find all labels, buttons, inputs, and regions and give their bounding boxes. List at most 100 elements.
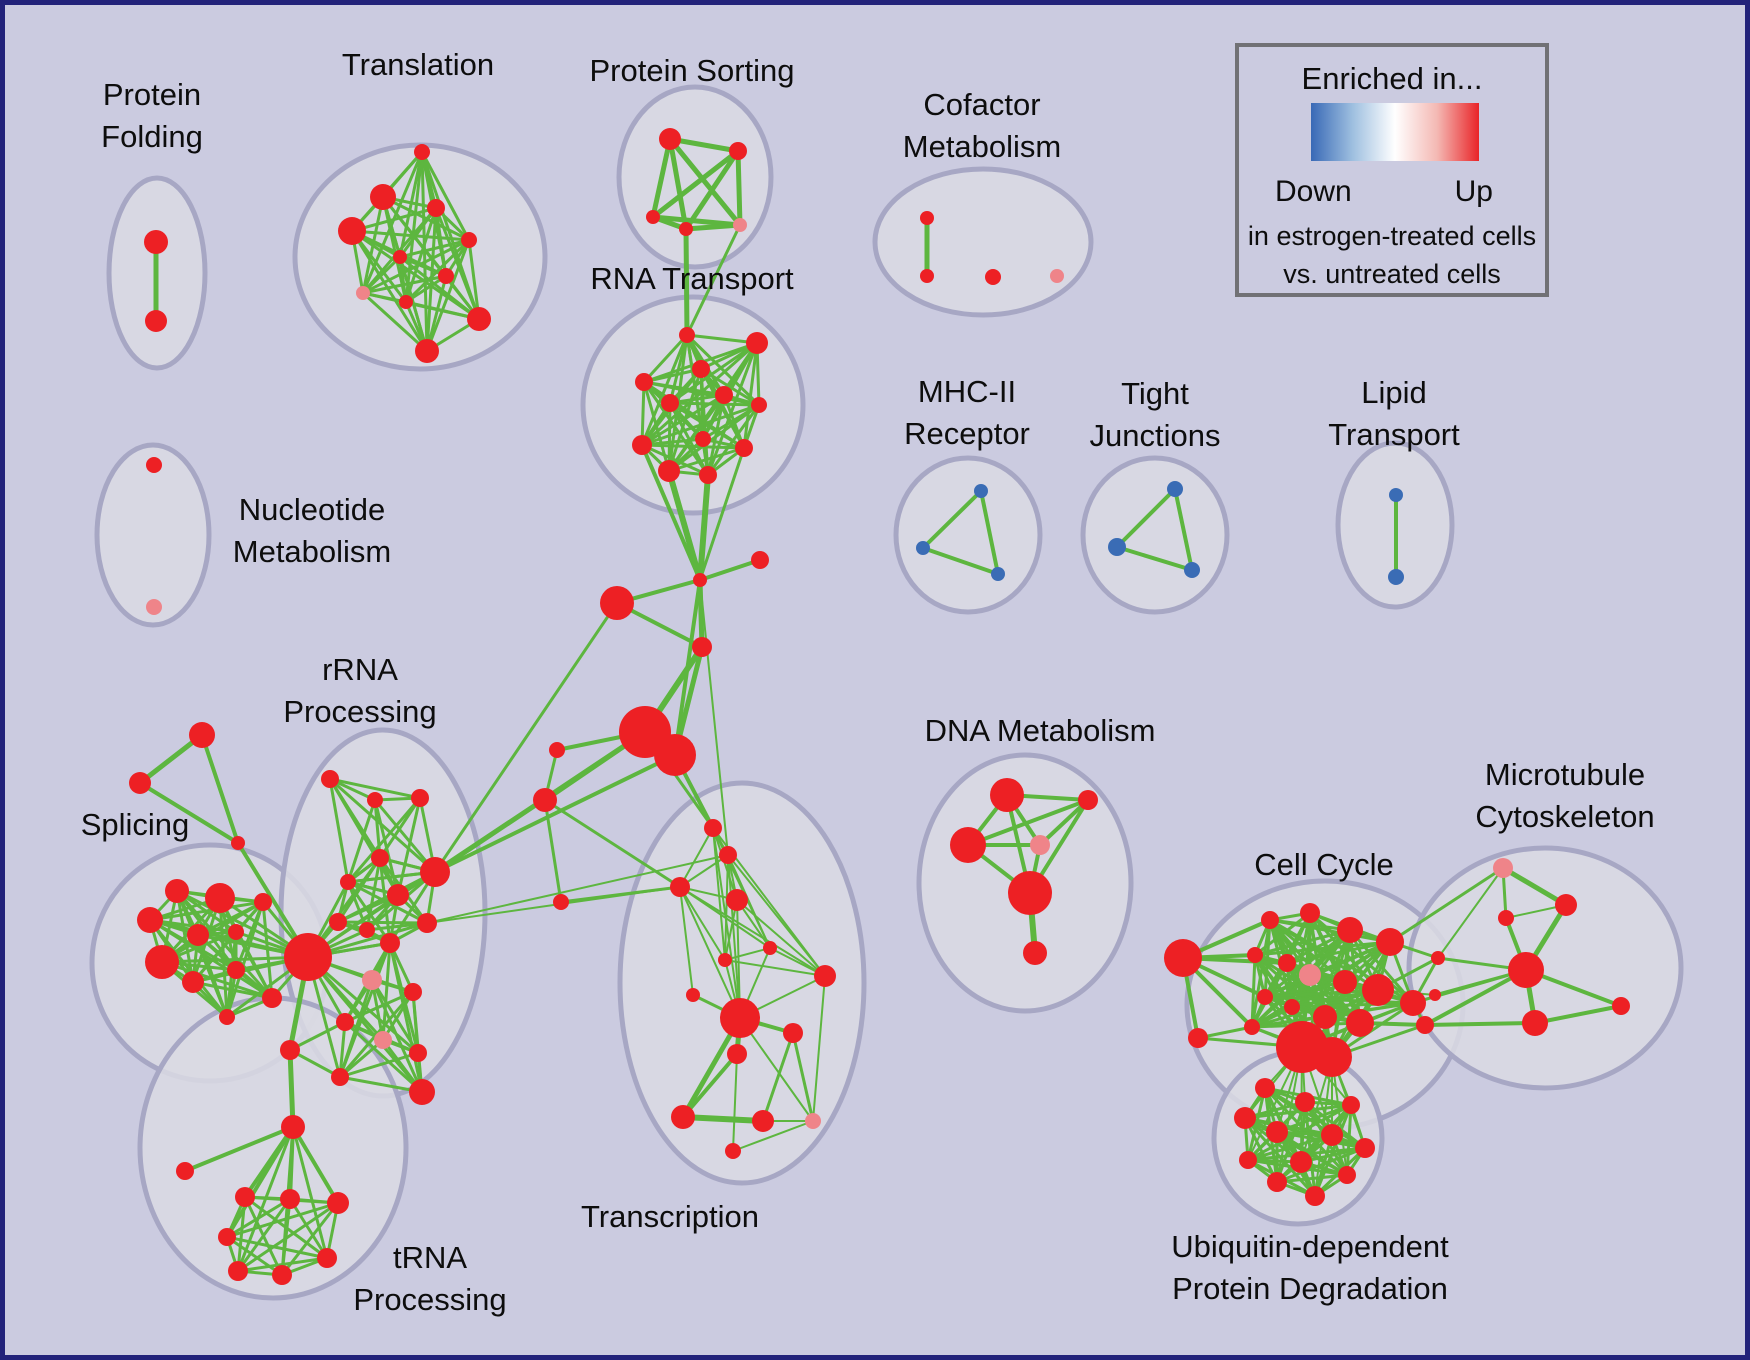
node-52[interactable] xyxy=(187,924,209,946)
node-7[interactable] xyxy=(393,250,407,264)
node-55[interactable] xyxy=(227,961,245,979)
node-100[interactable] xyxy=(763,941,777,955)
node-1[interactable] xyxy=(145,310,167,332)
node-51[interactable] xyxy=(145,945,179,979)
node-147[interactable] xyxy=(1342,1096,1360,1114)
node-38[interactable] xyxy=(1108,538,1126,556)
node-132[interactable] xyxy=(1313,1005,1337,1029)
node-79[interactable] xyxy=(176,1162,194,1180)
node-71[interactable] xyxy=(404,983,422,1001)
node-48[interactable] xyxy=(165,879,189,903)
node-39[interactable] xyxy=(1184,562,1200,578)
node-122[interactable] xyxy=(1376,928,1404,956)
node-77[interactable] xyxy=(280,1040,300,1060)
node-131[interactable] xyxy=(1244,1019,1260,1035)
node-154[interactable] xyxy=(1338,1166,1356,1184)
node-22[interactable] xyxy=(661,394,679,412)
node-153[interactable] xyxy=(1290,1151,1312,1173)
node-68[interactable] xyxy=(359,922,375,938)
node-47[interactable] xyxy=(137,907,163,933)
node-98[interactable] xyxy=(670,877,690,897)
node-145[interactable] xyxy=(1255,1078,1275,1098)
node-97[interactable] xyxy=(719,846,737,864)
node-30[interactable] xyxy=(920,211,934,225)
node-121[interactable] xyxy=(1337,917,1363,943)
node-75[interactable] xyxy=(409,1079,435,1105)
node-27[interactable] xyxy=(735,439,753,457)
node-116[interactable] xyxy=(1023,941,1047,965)
node-45[interactable] xyxy=(129,772,151,794)
node-141[interactable] xyxy=(1612,997,1630,1015)
node-63[interactable] xyxy=(420,857,450,887)
node-54[interactable] xyxy=(182,971,204,993)
node-124[interactable] xyxy=(1278,954,1296,972)
node-118[interactable] xyxy=(1188,1028,1208,1048)
node-37[interactable] xyxy=(1167,481,1183,497)
node-0[interactable] xyxy=(144,230,168,254)
node-129[interactable] xyxy=(1257,989,1273,1005)
node-46[interactable] xyxy=(231,836,245,850)
node-16[interactable] xyxy=(679,222,693,236)
node-21[interactable] xyxy=(635,373,653,391)
node-114[interactable] xyxy=(1030,835,1050,855)
node-92[interactable] xyxy=(654,734,696,776)
node-13[interactable] xyxy=(659,128,681,150)
node-111[interactable] xyxy=(990,778,1024,812)
node-135[interactable] xyxy=(1312,1037,1352,1077)
node-144[interactable] xyxy=(1416,1016,1434,1034)
node-112[interactable] xyxy=(1078,790,1098,810)
node-84[interactable] xyxy=(228,1261,248,1281)
node-14[interactable] xyxy=(729,142,747,160)
node-119[interactable] xyxy=(1261,911,1279,929)
node-107[interactable] xyxy=(671,1105,695,1129)
node-57[interactable] xyxy=(262,988,282,1008)
node-155[interactable] xyxy=(1267,1172,1287,1192)
node-41[interactable] xyxy=(1388,569,1404,585)
node-60[interactable] xyxy=(367,792,383,808)
node-108[interactable] xyxy=(752,1110,774,1132)
node-87[interactable] xyxy=(693,573,707,587)
node-72[interactable] xyxy=(336,1013,354,1031)
node-11[interactable] xyxy=(467,307,491,331)
node-20[interactable] xyxy=(692,360,710,378)
node-18[interactable] xyxy=(679,327,695,343)
node-56[interactable] xyxy=(219,1009,235,1025)
node-65[interactable] xyxy=(387,884,409,906)
node-2[interactable] xyxy=(414,144,430,160)
node-29[interactable] xyxy=(699,466,717,484)
node-120[interactable] xyxy=(1300,903,1320,923)
node-139[interactable] xyxy=(1508,952,1544,988)
node-3[interactable] xyxy=(370,184,396,210)
node-74[interactable] xyxy=(409,1044,427,1062)
node-89[interactable] xyxy=(600,586,634,620)
node-58[interactable] xyxy=(284,933,332,981)
node-73[interactable] xyxy=(374,1031,392,1049)
node-86[interactable] xyxy=(317,1248,337,1268)
node-64[interactable] xyxy=(340,874,356,890)
node-99[interactable] xyxy=(726,889,748,911)
node-81[interactable] xyxy=(280,1189,300,1209)
node-94[interactable] xyxy=(533,788,557,812)
node-78[interactable] xyxy=(281,1115,305,1139)
node-149[interactable] xyxy=(1266,1121,1288,1143)
node-152[interactable] xyxy=(1239,1151,1257,1169)
node-88[interactable] xyxy=(751,551,769,569)
node-5[interactable] xyxy=(427,199,445,217)
node-125[interactable] xyxy=(1299,964,1321,986)
node-126[interactable] xyxy=(1333,970,1357,994)
node-35[interactable] xyxy=(916,541,930,555)
node-32[interactable] xyxy=(985,269,1001,285)
node-142[interactable] xyxy=(1431,951,1445,965)
node-76[interactable] xyxy=(331,1068,349,1086)
node-101[interactable] xyxy=(718,953,732,967)
node-40[interactable] xyxy=(1389,488,1403,502)
node-104[interactable] xyxy=(720,998,760,1038)
node-103[interactable] xyxy=(686,988,700,1002)
node-19[interactable] xyxy=(746,332,768,354)
node-10[interactable] xyxy=(399,295,413,309)
node-128[interactable] xyxy=(1400,990,1426,1016)
node-80[interactable] xyxy=(235,1187,255,1207)
node-96[interactable] xyxy=(704,819,722,837)
node-106[interactable] xyxy=(727,1044,747,1064)
node-146[interactable] xyxy=(1295,1092,1315,1112)
